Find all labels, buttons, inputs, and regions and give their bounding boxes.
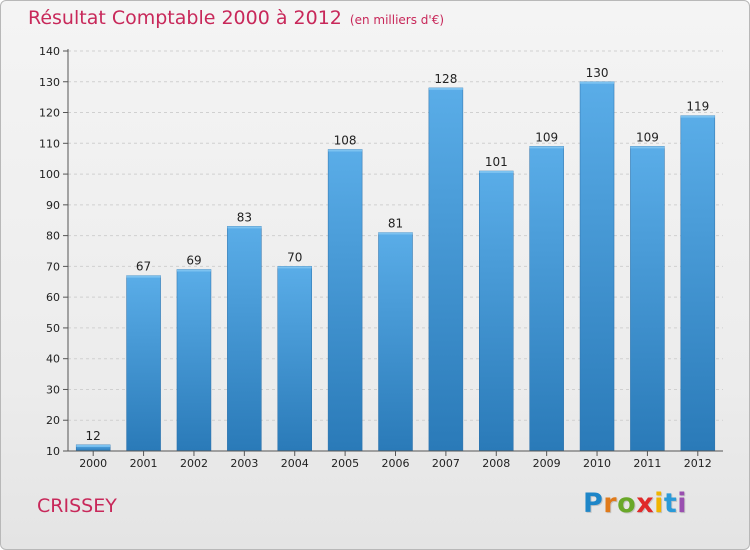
y-tick-label: 30 (46, 383, 60, 396)
x-tick-label-2010: 2010 (583, 457, 611, 470)
data-label-2009: 109 (535, 130, 558, 144)
data-label-2005: 108 (334, 133, 357, 147)
x-tick-label-2002: 2002 (180, 457, 208, 470)
x-tick-label-2007: 2007 (432, 457, 460, 470)
bar-2008 (479, 170, 514, 452)
bar-2012 (680, 115, 716, 452)
bar-2006 (378, 232, 413, 452)
data-label-2006: 81 (388, 217, 403, 231)
bar-2010 (579, 81, 615, 452)
data-label-2002: 69 (186, 253, 201, 267)
y-tick-label: 90 (46, 199, 60, 212)
y-tick-label: 140 (39, 45, 60, 58)
data-label-2001: 67 (136, 260, 151, 274)
bar-2001 (126, 275, 161, 452)
y-tick-label: 130 (39, 76, 60, 89)
logo-letter: i (677, 488, 688, 519)
y-tick-label: 40 (46, 353, 60, 366)
y-tick-label: 80 (46, 230, 60, 243)
bar-2009 (529, 146, 564, 452)
bar-2007 (428, 87, 464, 452)
bar-2003 (227, 226, 262, 452)
x-tick-label-2006: 2006 (382, 457, 410, 470)
y-tick-label: 120 (39, 107, 60, 120)
x-tick-label-2001: 2001 (130, 457, 158, 470)
x-tick-label-2012: 2012 (684, 457, 712, 470)
data-label-2003: 83 (237, 210, 252, 224)
logo-letter: i (654, 488, 664, 519)
data-label-2004: 70 (287, 250, 302, 264)
y-tick-label: 110 (39, 137, 60, 150)
title-text: Résultat Comptable 2000 à 2012 (28, 7, 342, 29)
data-label-2011: 109 (636, 130, 659, 144)
title-unit: (en milliers d'€) (349, 13, 445, 27)
x-tick-label-2000: 2000 (79, 457, 107, 470)
bar-2004 (277, 266, 312, 452)
x-tick-label-2005: 2005 (331, 457, 359, 470)
data-label-2010: 130 (586, 66, 609, 80)
y-tick-label: 20 (46, 414, 60, 427)
logo-letter: t (663, 488, 678, 519)
x-tick-label-2004: 2004 (281, 457, 309, 470)
y-tick-label: 100 (39, 168, 60, 181)
proxiti-logo[interactable]: Proxiti (583, 488, 687, 519)
x-tick-label-2011: 2011 (633, 457, 661, 470)
bar-2011 (630, 146, 665, 452)
y-tick-label: 50 (46, 322, 60, 335)
y-tick-label: 60 (46, 291, 60, 304)
bar-2002 (176, 269, 212, 452)
logo-letter: r (603, 488, 618, 519)
data-label-2012: 119 (686, 100, 709, 114)
data-label-2008: 101 (485, 155, 508, 169)
x-tick-label-2008: 2008 (482, 457, 510, 470)
data-label-2007: 128 (434, 72, 457, 86)
logo-letter: o (617, 488, 637, 519)
x-tick-label-2003: 2003 (230, 457, 258, 470)
logo-letter: P (583, 488, 604, 519)
x-tick-label-2009: 2009 (533, 457, 561, 470)
logo-letter: x (636, 488, 655, 519)
data-label-2000: 12 (86, 429, 101, 443)
commune-name: CRISSEY (37, 495, 117, 517)
bar-2005 (327, 149, 363, 452)
y-tick-label: 70 (46, 260, 60, 273)
chart-title: Résultat Comptable 2000 à 2012 (en millie… (28, 7, 444, 29)
y-tick-label: 10 (46, 445, 60, 458)
